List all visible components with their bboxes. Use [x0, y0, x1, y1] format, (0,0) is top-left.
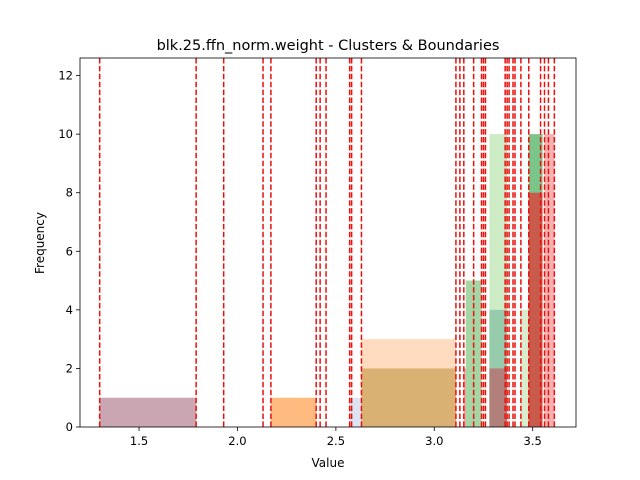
x-tick-label: 1.5 [130, 434, 148, 448]
y-axis-label: Frequency [33, 212, 47, 274]
x-tick-label: 2.5 [327, 434, 345, 448]
histogram-bar [349, 397, 362, 427]
plot-frame [79, 57, 577, 428]
bars-layer [99, 134, 555, 427]
histogram-bar [544, 134, 555, 427]
y-tick-label: 0 [66, 420, 73, 434]
chart-title: blk.25.ffn_norm.weight - Clusters & Boun… [157, 38, 500, 54]
x-tick-label: 3.5 [524, 434, 542, 448]
histogram-bar [528, 192, 543, 427]
y-tick-label: 6 [66, 244, 73, 258]
x-tick-label: 2.0 [228, 434, 246, 448]
histogram-bar [270, 397, 317, 427]
y-tick-label: 2 [66, 361, 73, 375]
y-tick-label: 10 [58, 127, 73, 141]
y-tick-label: 8 [66, 186, 73, 200]
y-axis: 0 2 4 6 8 10 12 [58, 69, 80, 434]
x-tick-label: 3.0 [425, 434, 443, 448]
boundaries-layer [98, 58, 556, 427]
histogram-bar [361, 368, 456, 427]
x-axis: 1.5 2.0 2.5 3.0 3.5 [130, 427, 542, 448]
histogram-bar [99, 397, 197, 427]
y-tick-label: 4 [66, 303, 73, 317]
x-axis-label: Value [312, 456, 345, 470]
y-tick-label: 12 [58, 69, 73, 83]
histogram-bar [489, 368, 508, 427]
